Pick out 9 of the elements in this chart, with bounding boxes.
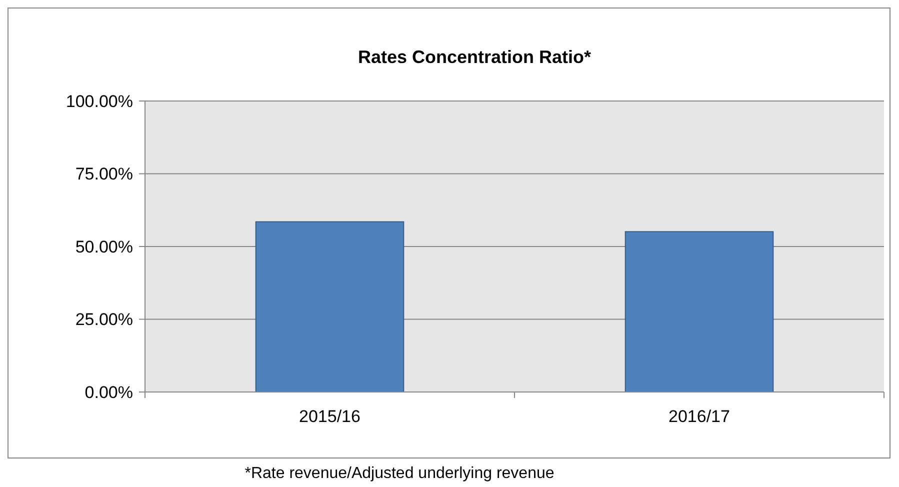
y-tick-label: 25.00%: [75, 310, 133, 330]
y-tick-label: 100.00%: [66, 92, 133, 111]
chart-title: Rates Concentration Ratio*: [358, 47, 592, 67]
text: *Rate revenue/Adjusted underlying revenue: [244, 465, 554, 482]
x-tick-label: 2016/17: [668, 407, 730, 426]
y-tick-label: 50.00%: [75, 237, 133, 256]
x-tick-label: 2015/16: [299, 407, 360, 426]
y-tick-label: 0.00%: [84, 382, 133, 402]
y-tick-label: 75.00%: [75, 164, 133, 184]
